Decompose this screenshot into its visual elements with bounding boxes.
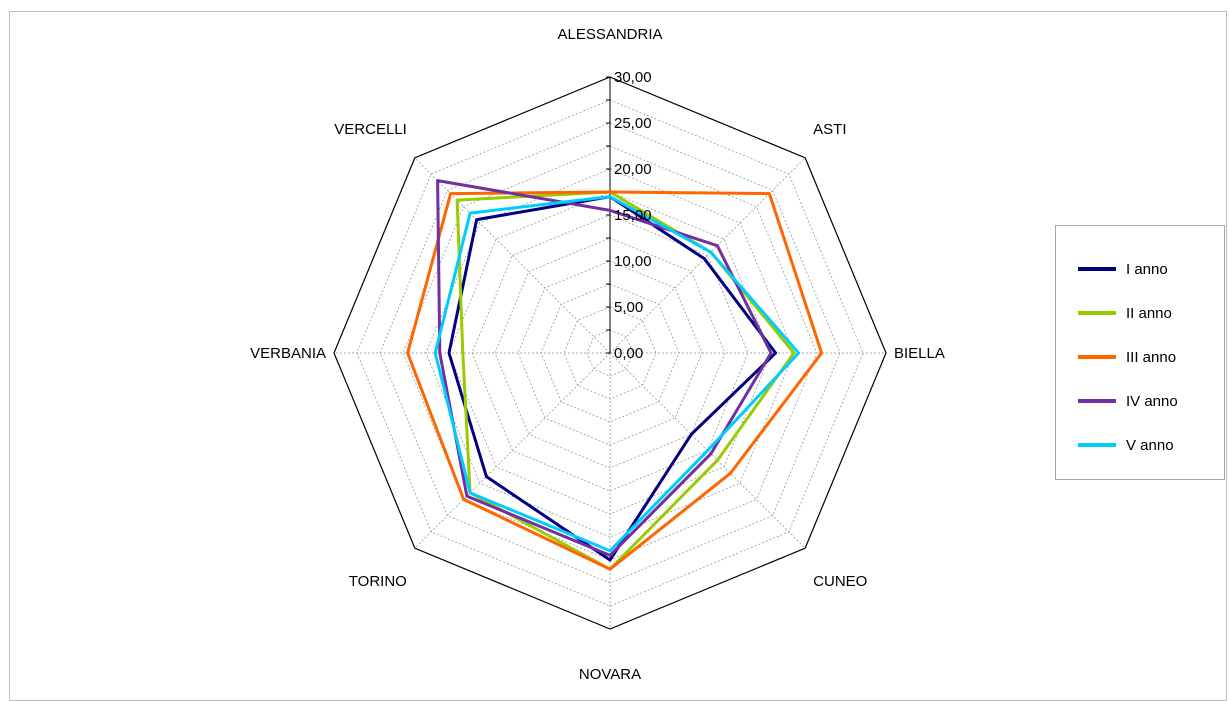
category-label-asti: ASTI: [813, 121, 846, 138]
legend-swatch: [1078, 267, 1116, 271]
radar-labels: 0,00 5,00 10,00 15,00 20,00 25,00 30,00 ALESSAN…: [250, 26, 945, 682]
radial-tick-label: 30,00: [614, 69, 652, 86]
category-label-novara: NOVARA: [579, 666, 641, 682]
radar-grid-ring: [586, 329, 634, 377]
radial-tick-label: 15,00: [614, 207, 652, 224]
legend-item: I anno: [1078, 259, 1168, 279]
radial-tick-label: 10,00: [614, 253, 652, 270]
legend-item: IV anno: [1078, 391, 1178, 411]
radar-spoke: [414, 157, 611, 354]
legend-label: IV anno: [1126, 392, 1178, 410]
legend-label: V anno: [1126, 436, 1174, 454]
legend-swatch: [1078, 355, 1116, 359]
legend-label: III anno: [1126, 348, 1177, 366]
series-line-3: [406, 190, 824, 571]
radar-outer-ring: [333, 76, 887, 630]
category-label-alessandria: ALESSANDRIA: [557, 26, 662, 43]
radar-spoke: [414, 352, 611, 549]
radar-grid: [333, 76, 887, 630]
legend-item: III anno: [1078, 347, 1176, 367]
legend-item: V anno: [1078, 435, 1174, 455]
legend: I anno II anno III anno IV anno V anno: [1055, 225, 1225, 480]
radial-tick-label: 0,00: [614, 345, 643, 362]
radar-grid-ring: [494, 237, 726, 469]
series-line-5: [433, 195, 801, 553]
legend-swatch: [1078, 399, 1116, 403]
radar-chart: 0,00 5,00 10,00 15,00 20,00 25,00 30,00 ALESSAN…: [250, 26, 945, 682]
category-label-cuneo: CUNEO: [813, 573, 867, 590]
legend-swatch: [1078, 443, 1116, 447]
category-label-vercelli: VERCELLI: [334, 121, 407, 138]
legend-swatch: [1078, 311, 1116, 315]
series-line-1: [447, 195, 778, 562]
radial-tick-label: 25,00: [614, 115, 652, 132]
legend-label: I anno: [1126, 260, 1168, 278]
legend-label: II anno: [1126, 304, 1172, 322]
radar-grid-ring: [471, 214, 749, 492]
legend-item: II anno: [1078, 303, 1172, 323]
radar-grid-ring: [540, 283, 680, 423]
radial-tick-label: 5,00: [614, 299, 643, 316]
radar-spoke: [609, 157, 806, 354]
radial-tick-label: 20,00: [614, 161, 652, 178]
category-label-torino: TORINO: [349, 573, 407, 590]
radar-series: [406, 179, 824, 571]
category-label-verbania: VERBANIA: [250, 345, 326, 362]
category-label-biella: BIELLA: [894, 345, 945, 362]
